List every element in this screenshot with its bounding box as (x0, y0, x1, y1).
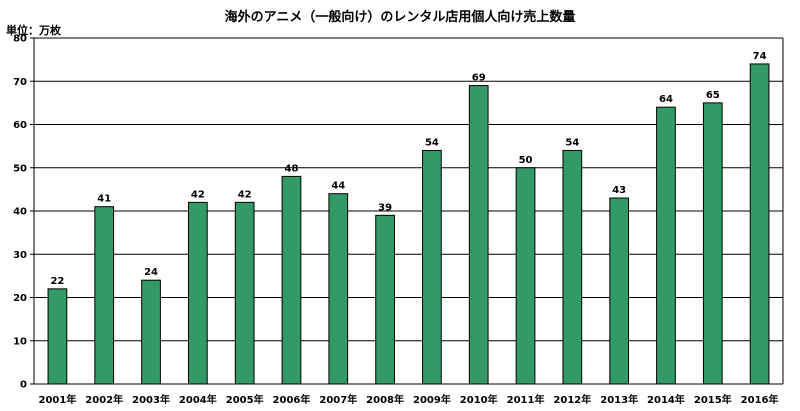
x-tick-label-9: 2009年 (413, 393, 451, 406)
bar-11 (515, 167, 536, 385)
y-tick-label: 50 (13, 163, 27, 174)
x-tick-label-10: 2010年 (460, 393, 498, 406)
data-label-14: 64 (659, 94, 673, 105)
chart-title: 海外のアニメ（一般向け）のレンタル店用個人向け売上数量 (224, 10, 576, 25)
x-tick-label-14: 2014年 (647, 393, 685, 406)
x-tick-label-1: 2001年 (38, 393, 76, 406)
bar-4 (187, 201, 208, 385)
x-tick-label-6: 2006年 (273, 393, 311, 406)
data-label-15: 65 (706, 90, 720, 101)
bar-7 (328, 193, 349, 385)
data-label-2: 41 (97, 194, 111, 205)
y-tick-label: 20 (13, 293, 27, 304)
x-tick-label-3: 2003年 (132, 393, 170, 406)
bar-6 (281, 175, 302, 385)
data-label-16: 74 (753, 51, 767, 62)
bar-3 (141, 279, 161, 385)
y-tick-label: 60 (13, 120, 27, 131)
bar-13 (609, 197, 630, 385)
data-label-11: 50 (519, 155, 533, 166)
bar-8 (375, 214, 395, 385)
unit-label: 単位：万枚 (6, 24, 61, 37)
data-label-13: 43 (612, 185, 626, 196)
y-tick-label: 0 (20, 380, 27, 391)
data-label-9: 54 (425, 137, 439, 148)
bar-10 (468, 85, 489, 385)
x-tick-label-15: 2015年 (694, 393, 732, 406)
data-label-8: 39 (378, 202, 392, 213)
data-label-6: 48 (285, 163, 299, 174)
data-label-3: 24 (144, 267, 158, 278)
data-label-4: 42 (191, 189, 205, 200)
bar-5 (234, 201, 255, 385)
y-tick-label: 30 (13, 250, 27, 261)
bar-14 (656, 106, 676, 385)
x-tick-label-7: 2007年 (319, 393, 357, 406)
data-label-5: 42 (238, 189, 252, 200)
bar-1 (47, 288, 68, 385)
bar-2 (94, 206, 115, 385)
y-tick-label: 40 (13, 207, 27, 218)
data-label-7: 44 (331, 181, 345, 192)
bar-15 (702, 102, 723, 385)
x-tick-label-13: 2013年 (600, 393, 638, 406)
bar-12 (562, 149, 583, 385)
x-tick-label-12: 2012年 (553, 393, 591, 406)
y-tick-label: 70 (13, 77, 27, 88)
data-label-10: 69 (472, 73, 486, 84)
bars-layer (47, 63, 770, 385)
bar-9 (422, 149, 442, 385)
x-tick-label-2: 2002年 (85, 393, 123, 406)
y-tick-label: 10 (13, 336, 27, 347)
x-tick-label-5: 2005年 (226, 393, 264, 406)
bar-16 (749, 63, 770, 385)
x-tick-label-4: 2004年 (179, 393, 217, 406)
x-tick-label-16: 2016年 (741, 393, 779, 406)
x-tick-label-8: 2008年 (366, 393, 404, 406)
data-label-12: 54 (565, 137, 579, 148)
labels-layer: 0 10 20 30 40 50 60 70 80 22 2001年 41 2002年 24 2003年 42… (13, 34, 778, 407)
y-tick-label: 80 (13, 34, 27, 45)
x-tick-label-11: 2011年 (507, 393, 545, 406)
data-label-1: 22 (50, 276, 64, 287)
